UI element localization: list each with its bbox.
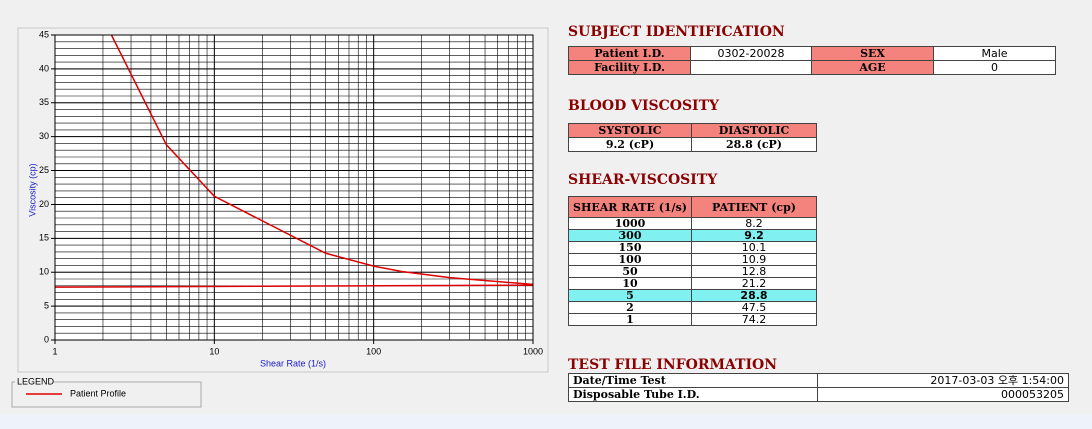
reference-line — [55, 284, 533, 288]
y-tick-label: 40 — [39, 63, 49, 73]
table-row: 50 12.8 — [568, 265, 817, 278]
cell: 300 — [568, 229, 692, 242]
cell: Male — [933, 46, 1056, 61]
y-axis-label: Viscosity (cp) — [27, 163, 37, 216]
cell: 21.2 — [691, 277, 817, 290]
cell: Date/Time Test — [568, 373, 818, 388]
cell: 50 — [568, 265, 692, 278]
table-row: 1000 8.2 — [568, 217, 817, 230]
cell: 1000 — [568, 217, 692, 230]
x-tick-label: 1000 — [523, 346, 543, 356]
table-row: 1 74.2 — [568, 313, 817, 326]
cell: 74.2 — [691, 313, 817, 326]
x-tick-label: 1 — [52, 346, 57, 356]
cell: SYSTOLIC — [568, 123, 692, 138]
y-tick-label: 45 — [39, 29, 49, 39]
chart: Shear Rate (1/s) Viscosity (cp) LEGEND P… — [11, 27, 549, 408]
cell: 9.2 — [691, 229, 817, 242]
cell: 10 — [568, 277, 692, 290]
cell: 12.8 — [691, 265, 817, 278]
cell: PATIENT (cp) — [691, 196, 817, 218]
y-tick-label: 35 — [39, 97, 49, 107]
cell: 28.8 — [691, 289, 817, 302]
cell: Facility I.D. — [568, 60, 691, 75]
cell: 10.9 — [691, 253, 817, 266]
cell: 47.5 — [691, 301, 817, 314]
cell: AGE — [811, 60, 934, 75]
cell: 1 — [568, 313, 692, 326]
cell: 10.1 — [691, 241, 817, 254]
cell: 100 — [568, 253, 692, 266]
x-tick-label: 100 — [366, 346, 381, 356]
legend-box — [11, 381, 202, 408]
table-row: 10 21.2 — [568, 277, 817, 290]
table-row: 300 9.2 — [568, 229, 817, 242]
cell: 5 — [568, 289, 692, 302]
subject-table: Patient I.D. 0302-20028 SEX Male Facility I… — [568, 46, 1056, 75]
cell: SHEAR RATE (1/s) — [568, 196, 692, 218]
x-axis-label: Shear Rate (1/s) — [260, 358, 326, 368]
cell: Disposable Tube I.D. — [568, 387, 818, 402]
y-tick-label: 5 — [44, 300, 49, 310]
cell: 8.2 — [691, 217, 817, 230]
section-title: SUBJECT IDENTIFICATION — [568, 24, 785, 40]
section-title: BLOOD VISCOSITY — [568, 98, 720, 114]
table-row: 5 28.8 — [568, 289, 817, 302]
x-tick-label: 10 — [209, 346, 219, 356]
table-row: 2 47.5 — [568, 301, 817, 314]
section-title: TEST FILE INFORMATION — [568, 357, 778, 373]
cell: 9.2 (cP) — [568, 137, 692, 152]
cell: Patient I.D. — [568, 46, 691, 61]
blood-table: SYSTOLIC DIASTOLIC 9.2 (cP) 28.8 (cP) — [568, 123, 817, 152]
y-tick-label: 20 — [39, 199, 49, 209]
legend-label: Patient Profile — [70, 388, 126, 398]
cell — [690, 60, 812, 75]
y-tick-label: 10 — [39, 267, 49, 277]
cell: 0 — [933, 60, 1056, 75]
legend-title-bg — [15, 377, 53, 387]
y-tick-label: 30 — [39, 131, 49, 141]
plot-border — [54, 34, 534, 341]
legend-title: LEGEND — [17, 376, 55, 386]
cell: 2017-03-03 오후 1:54:00 — [817, 373, 1069, 388]
y-tick-label: 0 — [44, 334, 49, 344]
y-tick-label: 25 — [39, 165, 49, 175]
cell: SEX — [811, 46, 934, 61]
series-line — [110, 35, 533, 286]
cell: 0302-20028 — [690, 46, 812, 61]
cell: 2 — [568, 301, 692, 314]
plot-area — [55, 35, 533, 340]
y-tick-label: 15 — [39, 233, 49, 243]
status-bar — [0, 415, 1092, 429]
cell: 000053205 — [817, 387, 1069, 402]
cell: DIASTOLIC — [691, 123, 817, 138]
shear-table: SHEAR RATE (1/s) PATIENT (cp) 1000 8.2 300 9… — [568, 196, 817, 326]
table-row: 100 10.9 — [568, 253, 817, 266]
cell: 150 — [568, 241, 692, 254]
table-row: 150 10.1 — [568, 241, 817, 254]
test-table: Date/Time Test 2017-03-03 오후 1:54:00 Disp… — [568, 373, 1069, 402]
cell: 28.8 (cP) — [691, 137, 817, 152]
section-title: SHEAR-VISCOSITY — [568, 172, 718, 188]
